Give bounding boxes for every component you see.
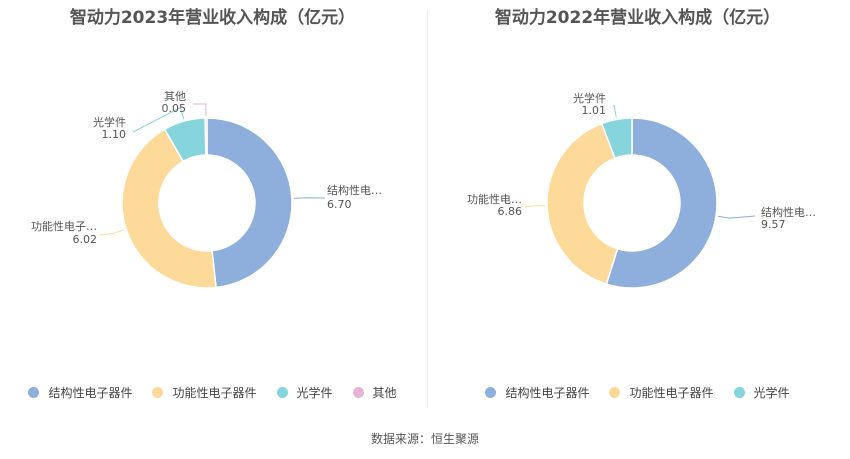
slice-label-name: 其他 [164, 90, 186, 103]
legend-marker-icon [152, 387, 164, 398]
slice-label-value: 6.02 [73, 233, 98, 246]
slice-label-name: 结构性电… [761, 205, 816, 219]
legend-label: 其他 [372, 386, 397, 400]
legend-label: 功能性电子器件 [172, 386, 257, 400]
legend-label: 光学件 [296, 386, 333, 400]
panel-divider [427, 10, 428, 408]
label-line [717, 215, 756, 219]
slice-其他[interactable] [204, 117, 208, 156]
slice-结构性电子器件[interactable] [206, 117, 293, 289]
chart-panel-2022: 智动力2022年营业收入构成（亿元） 结构性电… 9.57 功能性电… 6.86 光学件… [425, 0, 850, 420]
label-line [99, 229, 125, 236]
label-line [524, 205, 546, 208]
legend-item[interactable]: 光学件 [733, 384, 790, 401]
slice-label-name: 光学件 [93, 115, 126, 129]
legend-item[interactable]: 功能性电子器件 [609, 384, 714, 401]
label-line [132, 106, 185, 133]
label-line [192, 103, 207, 117]
slice-功能性电子器件[interactable] [546, 122, 619, 285]
slice-label-value: 6.86 [498, 205, 523, 218]
legend-marker-icon [485, 387, 497, 398]
slice-label-name: 结构性电… [327, 183, 382, 197]
legend-label: 结构性电子器件 [48, 386, 133, 400]
label-line [612, 104, 617, 118]
slice-label-value: 9.57 [761, 218, 786, 231]
chart-title-2022: 智动力2022年营业收入构成（亿元） [494, 8, 781, 28]
legend-2022: 结构性电子器件 功能性电子器件 光学件 [425, 384, 850, 401]
chart-title-2023: 智动力2023年营业收入构成（亿元） [69, 8, 356, 28]
slice-label-value: 1.10 [102, 128, 127, 141]
legend-item[interactable]: 光学件 [276, 384, 333, 401]
legend-item[interactable]: 功能性电子器件 [152, 384, 257, 401]
legend-2023: 结构性电子器件 功能性电子器件 光学件 其他 [0, 384, 425, 401]
legend-label: 光学件 [753, 386, 790, 400]
legend-marker-icon [609, 387, 621, 398]
slice-label-value: 0.05 [162, 102, 187, 115]
slice-label-value: 6.70 [327, 198, 352, 211]
legend-marker-icon [352, 387, 364, 398]
legend-marker-icon [28, 387, 40, 398]
slice-光学件[interactable] [600, 117, 633, 160]
legend-label: 功能性电子器件 [629, 386, 714, 400]
chart-panel-2023: 智动力2023年营业收入构成（亿元） 结构性电… 6.70 功能性电子… 6.02 光学… [0, 0, 425, 420]
legend-item[interactable]: 结构性电子器件 [485, 384, 589, 401]
legend-marker-icon [276, 387, 288, 398]
label-line [293, 197, 326, 199]
slice-结构性电子器件[interactable] [605, 117, 718, 289]
data-source-label: 数据来源：恒生聚源 [370, 432, 479, 446]
legend-label: 结构性电子器件 [505, 386, 590, 400]
legend-marker-icon [733, 387, 745, 398]
slice-label-name: 功能性电… [467, 192, 522, 206]
slice-功能性电子器件[interactable] [121, 128, 217, 289]
slice-label-value: 1.01 [582, 104, 607, 117]
legend-item[interactable]: 其他 [352, 384, 397, 401]
legend-item[interactable]: 结构性电子器件 [28, 384, 132, 401]
slice-label-name: 功能性电子… [31, 219, 97, 233]
slice-label-name: 光学件 [573, 91, 606, 105]
